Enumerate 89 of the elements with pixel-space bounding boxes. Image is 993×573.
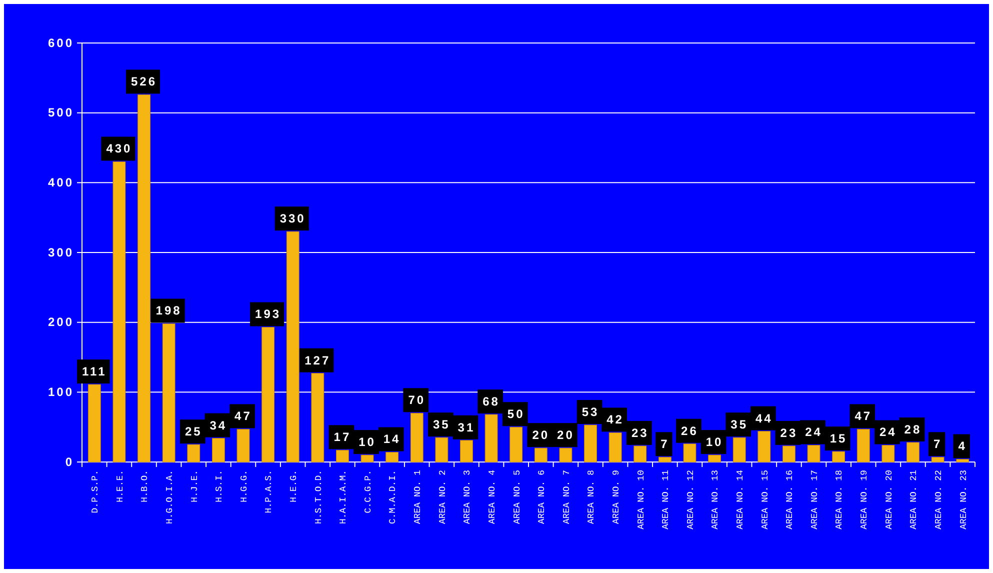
bar [832,451,846,462]
x-tick-label: AREA NO. 17 [810,470,820,530]
data-label: 20 [557,428,574,442]
x-tick-label: AREA NO. 12 [686,470,696,530]
data-label: 35 [433,418,450,432]
x-tick-label: H.E.G. [288,470,299,502]
data-label: 23 [631,426,649,440]
x-tick-label: H.A.I.A.M. [338,470,349,524]
x-tick-label: AREA NO. 8 [586,470,597,524]
x-tick-label: AREA NO. 14 [735,470,746,530]
data-label: 34 [210,418,228,432]
data-label: 193 [255,307,282,322]
x-tick-label: D.P.S.P. [90,470,101,514]
data-label: 68 [482,394,500,409]
y-tick-label: 500 [48,106,74,120]
data-label: 10 [358,435,376,450]
x-tick-label: AREA NO. 10 [636,470,646,530]
data-label: 4 [958,439,967,454]
y-tick-label: 400 [48,176,74,190]
x-tick-label: AREA NO. 22 [934,470,944,530]
y-tick-label: 600 [48,36,74,50]
data-label: 24 [805,425,822,440]
data-label: 47 [854,409,872,424]
bar [658,456,672,462]
y-tick-label: 200 [48,315,74,330]
x-tick-label: C.M.A.D.I. [388,470,398,524]
x-tick-label: H.B.O. [140,470,150,502]
data-label: 526 [131,74,158,89]
y-tick-label: 300 [48,245,74,260]
data-label: 7 [933,437,942,452]
x-tick-label: AREA NO. 3 [462,470,473,524]
bar [931,456,944,462]
data-label: 17 [334,430,352,444]
x-tick-label: AREA NO. 5 [512,470,522,524]
x-tick-label: AREA NO. 7 [562,470,572,524]
x-tick-label: H.S.I. [214,470,225,502]
x-tick-label: H.E.E. [115,470,126,502]
data-label: 20 [532,428,550,442]
data-label: 28 [904,422,922,436]
x-tick-label: AREA NO. 9 [611,470,622,524]
data-label: 24 [880,425,897,440]
data-label: 31 [458,420,476,434]
bar [708,454,721,462]
x-tick-label: AREA NO. 18 [834,470,845,530]
data-label: 14 [383,432,401,446]
data-label: 44 [755,411,773,426]
data-label: 198 [156,304,182,318]
x-tick-label: AREA NO. 11 [661,470,672,530]
y-tick-label: 0 [65,454,74,469]
data-label: 53 [582,404,600,419]
x-tick-label: AREA NO. 16 [785,470,796,530]
data-label: 127 [304,353,331,368]
data-label: 42 [606,412,624,427]
data-label: 70 [408,393,426,408]
data-label: 25 [184,424,202,439]
bar [336,450,349,462]
x-tick-label: H.P.A.S. [264,470,274,514]
x-tick-label: H.J.E. [190,470,200,502]
data-label: 47 [234,409,252,424]
data-label: 330 [280,212,306,226]
x-tick-label: AREA NO. 21 [909,470,920,530]
x-tick-label: AREA NO. 20 [884,470,894,530]
bar [534,448,548,462]
data-label: 10 [706,435,724,450]
data-label: 430 [106,142,132,156]
x-tick-label: AREA NO. 1 [413,470,424,524]
data-label: 35 [730,418,748,432]
data-label: 111 [82,364,107,378]
x-tick-label: H.G.O.I.A. [164,470,175,524]
y-tick-label: 100 [48,385,74,400]
bar [956,458,970,462]
data-label: 7 [660,437,670,452]
x-tick-label: C.C.G.P. [363,470,374,514]
x-tick-label: AREA NO. 13 [710,470,721,530]
x-tick-label: AREA NO. 4 [487,470,498,524]
x-tick-label: AREA NO. 15 [760,470,770,530]
x-tick-label: AREA NO. 2 [438,470,448,524]
bar [559,448,572,462]
data-label: 23 [780,426,798,440]
x-tick-label: H.S.T.O.D. [314,470,324,524]
x-tick-label: AREA NO. 6 [537,470,548,524]
x-tick-label: AREA NO. 23 [958,470,969,530]
bar [386,452,399,462]
bar [360,454,374,462]
data-label: 50 [507,407,525,422]
data-label: 15 [830,432,848,446]
data-label: 26 [681,424,698,438]
x-tick-label: H.G.G. [239,470,250,502]
x-tick-label: AREA NO. 19 [860,470,870,530]
